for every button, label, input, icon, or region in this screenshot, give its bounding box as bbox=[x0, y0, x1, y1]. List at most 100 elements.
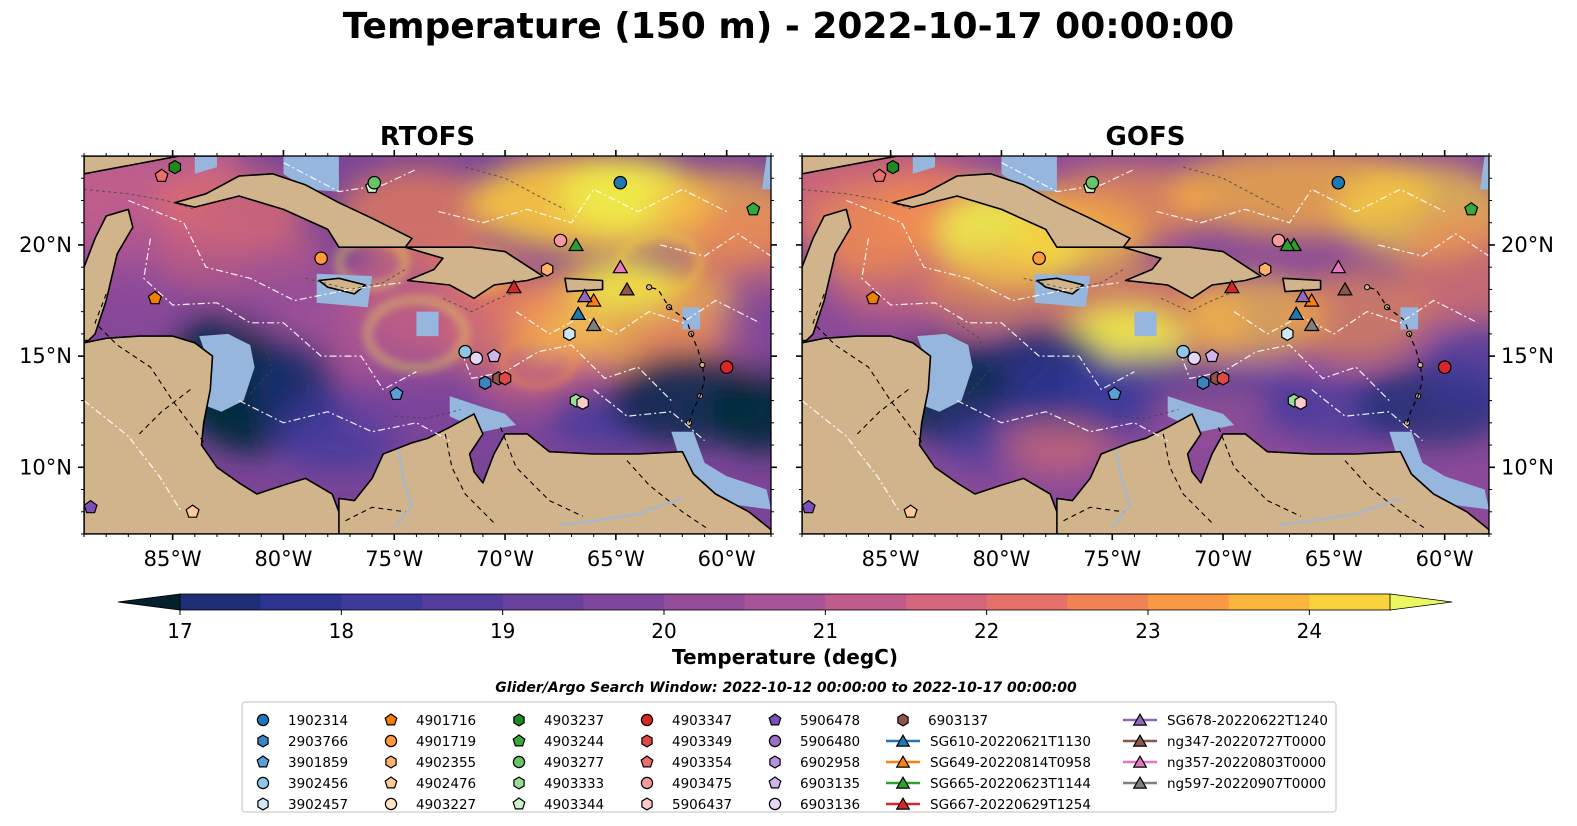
eez-boundary bbox=[1378, 233, 1489, 257]
legend-item: 2903766 bbox=[257, 734, 348, 750]
shallow-shelf bbox=[762, 156, 771, 190]
depth-contour bbox=[84, 188, 195, 210]
colorbar-segment bbox=[341, 594, 423, 610]
obs-marker bbox=[563, 326, 576, 342]
obs-marker bbox=[1204, 348, 1220, 363]
obs-marker bbox=[1258, 262, 1272, 277]
legend-marker bbox=[768, 713, 782, 726]
obs-marker bbox=[1464, 201, 1479, 216]
obs-marker bbox=[314, 251, 328, 266]
legend-marker bbox=[385, 755, 397, 769]
obs-marker bbox=[1336, 281, 1353, 296]
country-border bbox=[626, 460, 710, 531]
eez-boundary bbox=[1311, 389, 1423, 442]
legend-label: 4903333 bbox=[544, 776, 604, 792]
legend-marker bbox=[256, 755, 270, 768]
river bbox=[1111, 449, 1132, 528]
depth-contour bbox=[1160, 291, 1235, 313]
legend-marker bbox=[512, 755, 526, 769]
legend-item: 3901859 bbox=[256, 755, 348, 771]
legend-marker bbox=[1132, 776, 1148, 789]
legend-label: 5906437 bbox=[672, 797, 732, 813]
land bbox=[1122, 246, 1262, 300]
obs-marker bbox=[1085, 175, 1100, 190]
obs-marker bbox=[505, 279, 522, 294]
legend-item: 6902958 bbox=[769, 755, 860, 771]
obs-marker bbox=[585, 317, 602, 332]
obs-marker bbox=[553, 233, 568, 248]
colorbar-extend-low bbox=[117, 593, 181, 611]
legend-marker bbox=[257, 797, 269, 811]
shallow-shelf bbox=[416, 311, 439, 337]
x-tick-label: 80°W bbox=[972, 547, 1030, 571]
colorbar-extend-high bbox=[1389, 593, 1453, 611]
obs-marker bbox=[478, 375, 492, 390]
land bbox=[892, 173, 1131, 248]
depth-contour bbox=[956, 322, 991, 395]
eez-boundary bbox=[593, 389, 705, 442]
legend-item: 3902456 bbox=[256, 776, 348, 792]
eddy bbox=[500, 333, 577, 388]
obs-marker bbox=[469, 351, 484, 366]
obs-marker bbox=[618, 281, 635, 296]
legend-marker bbox=[384, 797, 398, 811]
depth-contour bbox=[238, 322, 273, 395]
rivers bbox=[393, 449, 683, 528]
colorbar-tick-label: 19 bbox=[490, 619, 515, 643]
field-blob bbox=[216, 262, 350, 339]
depth-contour bbox=[394, 409, 461, 419]
land bbox=[174, 173, 413, 248]
legend-marker bbox=[768, 776, 782, 789]
depth-contour bbox=[802, 188, 913, 210]
field-blob bbox=[715, 269, 771, 377]
legend-item: 4903227 bbox=[384, 797, 476, 813]
y-tick-label: 20°N bbox=[1501, 233, 1554, 257]
legend-marker bbox=[257, 734, 269, 748]
colorbar-segment bbox=[583, 594, 665, 610]
shallow-shelf bbox=[194, 156, 217, 174]
island-arc-contour bbox=[648, 286, 706, 423]
x-tick-label: 70°W bbox=[1194, 547, 1252, 571]
colorbar-segment bbox=[1148, 594, 1230, 610]
shallow-shelf bbox=[1134, 311, 1157, 337]
axis-ticks: 85°W 80°W 75°W 70°W 65°W 60°W 20°N 15°N 10°N bbox=[19, 150, 777, 571]
obs-marker bbox=[1288, 306, 1305, 320]
legend-item: 5906480 bbox=[768, 734, 860, 750]
depth-contour bbox=[1023, 268, 1124, 290]
colorbar-tick-label: 21 bbox=[813, 619, 838, 643]
shallow-shelf bbox=[917, 333, 973, 412]
island bbox=[699, 361, 706, 369]
obs-marker bbox=[147, 290, 163, 305]
depth-contour bbox=[305, 268, 406, 290]
eez-boundary bbox=[238, 400, 450, 442]
colorbar-segment bbox=[825, 594, 907, 610]
depth-contours bbox=[802, 166, 1284, 419]
shallow-shelf bbox=[1400, 307, 1419, 330]
x-tick-label: 75°W bbox=[365, 547, 423, 571]
land bbox=[564, 277, 604, 293]
colorbar-segment bbox=[1228, 594, 1310, 610]
obs-marker bbox=[1216, 371, 1230, 386]
legend-item: SG649-20220814T0958 bbox=[886, 755, 1091, 771]
obs-marker bbox=[1176, 344, 1190, 359]
colorbar-frame bbox=[179, 593, 1391, 611]
field-blob bbox=[808, 184, 942, 283]
obs-marker bbox=[486, 348, 502, 363]
obs-marker bbox=[613, 175, 628, 190]
country-border bbox=[1162, 433, 1213, 524]
legend-item: SG678-20220622T1240 bbox=[1123, 713, 1328, 729]
obs-marker bbox=[168, 159, 182, 175]
legend-marker bbox=[768, 797, 782, 811]
obs-marker bbox=[612, 259, 629, 274]
colorbar-tick-label: 17 bbox=[167, 619, 192, 643]
legend-label: 3901859 bbox=[288, 755, 348, 771]
axis-ticks: 85°W 80°W 75°W 70°W 65°W 60°W 20°N 15°N 10°N bbox=[796, 150, 1554, 571]
panel-title: RTOFS bbox=[380, 122, 475, 152]
shelf-layer bbox=[84, 156, 771, 514]
legend-label: 3902457 bbox=[288, 797, 348, 813]
legend-item: 5906478 bbox=[768, 713, 860, 729]
country-border bbox=[94, 293, 207, 446]
land bbox=[84, 156, 247, 175]
eez-boundaries bbox=[84, 162, 771, 513]
obs-marker bbox=[903, 504, 918, 518]
